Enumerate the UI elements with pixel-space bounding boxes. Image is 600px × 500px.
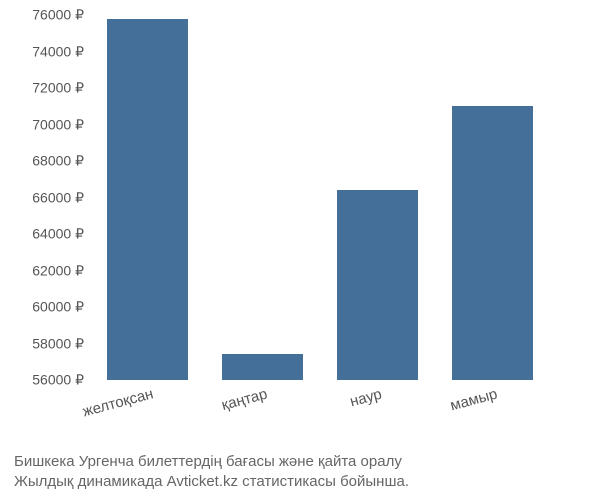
y-tick-label: 60000 ₽: [32, 299, 84, 316]
y-tick-label: 68000 ₽: [32, 153, 84, 170]
bar-slot: желтоқсан: [90, 15, 205, 380]
x-axis-label: наур: [348, 386, 383, 411]
y-tick-label: 72000 ₽: [32, 80, 84, 97]
bar-slot: қаңтар: [205, 15, 320, 380]
bar: [107, 19, 188, 380]
x-axis-label: мамыр: [448, 386, 499, 415]
chart-caption: Бишкека Ургенча билеттердің бағасы және …: [0, 452, 600, 493]
bar: [337, 190, 418, 380]
y-tick-label: 64000 ₽: [32, 226, 84, 243]
bar: [222, 354, 303, 380]
bar-slot: мамыр: [435, 15, 550, 380]
y-tick-label: 74000 ₽: [32, 43, 84, 60]
y-tick-label: 66000 ₽: [32, 189, 84, 206]
bar-slot: наур: [320, 15, 435, 380]
y-tick-label: 70000 ₽: [32, 116, 84, 133]
price-bar-chart: 56000 ₽ 58000 ₽ 60000 ₽ 62000 ₽ 64000 ₽ 66000…: [0, 0, 600, 500]
caption-line-2: Жылдық динамикада Avticket.kz статистика…: [14, 472, 586, 492]
y-tick-label: 76000 ₽: [32, 7, 84, 24]
x-axis-label: желтоқсан: [80, 385, 154, 420]
y-tick-label: 56000 ₽: [32, 372, 84, 389]
x-axis-label: қаңтар: [219, 386, 268, 414]
y-tick-label: 58000 ₽: [32, 335, 84, 352]
caption-line-1: Бишкека Ургенча билеттердің бағасы және …: [14, 452, 586, 472]
bar: [452, 106, 533, 380]
y-tick-label: 62000 ₽: [32, 262, 84, 279]
bars-container: желтоқсанқаңтарнаурмамыр: [90, 15, 550, 380]
plot-area: 56000 ₽58000 ₽60000 ₽62000 ₽64000 ₽66000…: [90, 15, 550, 380]
